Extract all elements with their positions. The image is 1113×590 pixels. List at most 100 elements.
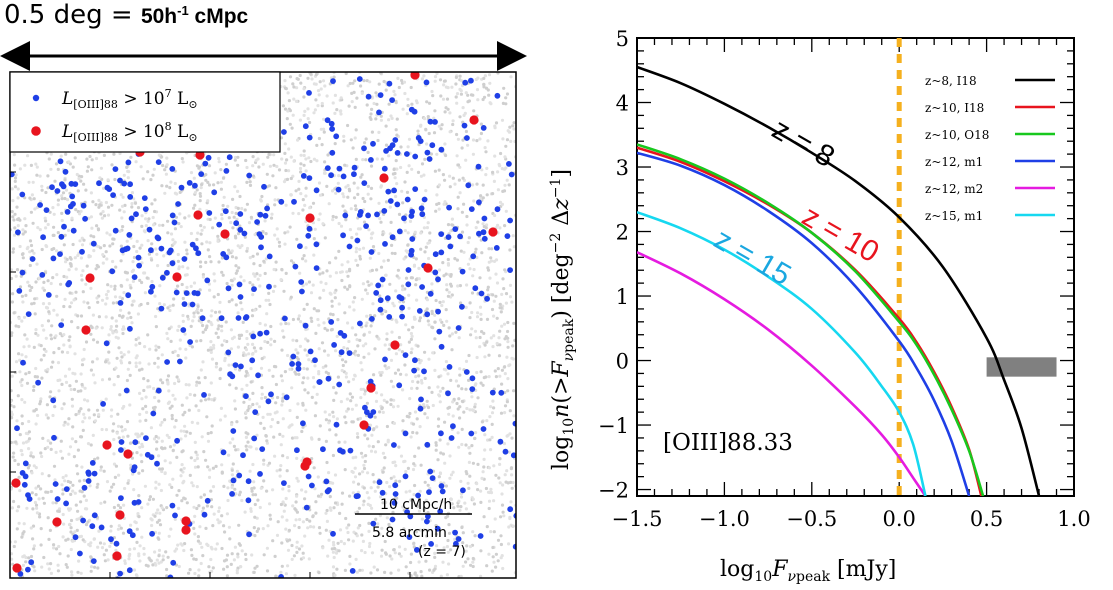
faint-source [390,330,394,334]
source-1e7 [136,262,143,269]
source-1e7 [290,353,297,360]
faint-source [44,190,48,195]
faint-source [62,274,66,279]
source-1e7 [28,559,35,566]
faint-source [89,286,93,290]
faint-source [370,107,374,111]
faint-source [250,352,255,356]
source-1e7 [421,196,428,203]
faint-source [323,326,327,331]
faint-source [273,339,277,343]
faint-source [231,462,235,466]
faint-source [313,414,317,418]
source-1e7 [172,512,178,519]
faint-source [151,563,155,567]
faint-source [408,219,413,223]
source-1e7 [266,253,273,260]
source-1e7 [255,372,261,379]
faint-source [93,565,97,569]
faint-source [302,376,306,380]
faint-source [140,535,144,539]
faint-source [309,159,313,164]
source-1e7 [438,483,445,489]
source-1e7 [141,195,148,202]
faint-source [507,130,511,134]
faint-source [437,268,442,272]
faint-source [312,253,316,257]
faint-source [301,556,306,560]
faint-source [397,212,402,216]
faint-source [429,152,433,156]
faint-source [473,534,477,538]
source-1e7 [37,202,43,208]
faint-source [389,358,394,362]
faint-source [442,202,446,206]
faint-source [78,239,82,243]
faint-source [183,542,187,546]
faint-source [456,195,460,199]
source-1e7 [402,473,409,480]
faint-source [129,463,133,467]
faint-source [159,378,163,382]
faint-source [265,489,269,493]
faint-source [232,335,236,339]
faint-source [491,170,495,174]
faint-source [42,555,46,560]
faint-source [208,288,212,292]
faint-source [268,412,272,416]
faint-source [67,367,71,371]
faint-source [233,155,238,160]
faint-source [60,197,64,201]
faint-source [22,315,27,319]
faint-source [471,560,475,564]
faint-source [190,553,194,558]
source-1e7 [67,203,74,210]
faint-source [449,497,453,501]
faint-source [61,512,65,517]
faint-source [274,382,278,387]
source-1e7 [149,530,156,537]
faint-source [113,284,117,288]
faint-source [89,332,93,336]
source-1e7 [238,363,244,370]
faint-source [501,101,505,105]
source-1e7 [225,349,232,356]
faint-source [368,330,372,334]
faint-source [306,117,310,121]
faint-source [146,219,150,223]
faint-source [225,281,229,286]
faint-source [301,208,305,212]
faint-source [265,172,269,176]
faint-source [336,181,340,185]
faint-source [157,518,161,522]
faint-source [91,433,95,437]
faint-source [283,107,288,111]
faint-source [335,417,339,421]
source-1e7 [333,133,340,140]
faint-source [217,509,221,513]
faint-source [461,138,465,142]
faint-source [160,469,164,474]
faint-source [335,334,339,338]
faint-source [253,502,257,507]
faint-source [49,167,53,171]
faint-source [462,202,466,206]
source-1e7 [349,568,356,574]
faint-source [55,249,59,253]
source-1e7 [246,172,253,179]
faint-source [146,301,150,306]
faint-source [214,310,218,314]
source-1e7 [457,233,463,240]
faint-source [369,164,374,168]
faint-source [366,280,370,284]
faint-source [38,174,42,178]
faint-source [433,313,437,317]
source-1e7 [222,208,229,215]
source-1e7 [127,194,134,200]
faint-source [227,300,231,304]
source-1e7 [402,430,409,437]
faint-source [166,306,170,310]
source-1e7 [295,365,302,372]
faint-source [493,369,497,373]
faint-source [256,277,260,281]
